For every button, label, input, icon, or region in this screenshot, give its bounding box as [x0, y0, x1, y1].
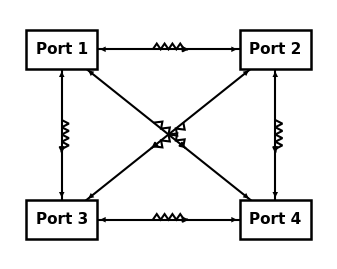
Text: Port 4: Port 4 — [249, 212, 301, 227]
Text: Port 3: Port 3 — [36, 212, 88, 227]
FancyBboxPatch shape — [240, 30, 311, 69]
Text: Port 1: Port 1 — [36, 42, 88, 57]
FancyBboxPatch shape — [240, 200, 311, 239]
Text: Port 2: Port 2 — [249, 42, 302, 57]
FancyBboxPatch shape — [26, 200, 97, 239]
FancyBboxPatch shape — [26, 30, 97, 69]
